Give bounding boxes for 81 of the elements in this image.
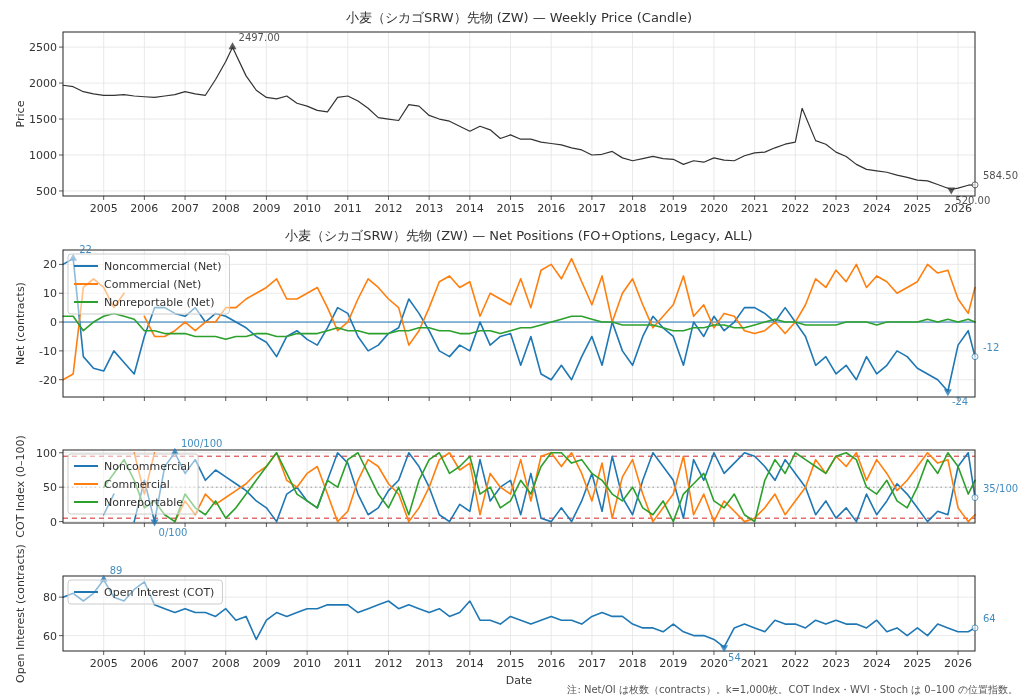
x-tick-label: 2019 <box>659 202 688 215</box>
x-tick-label: 2018 <box>618 202 647 215</box>
chart-title: 小麦（シカゴSRW）先物 (ZW) — Net Positions (FO+Options, Legacy, ALL) <box>285 228 753 243</box>
y-tick-label: 1000 <box>29 149 57 162</box>
x-tick-label: 2012 <box>374 202 403 215</box>
y-axis-title: Price <box>14 100 27 128</box>
x-tick-label: 2009 <box>252 657 281 670</box>
x-tick-label: 2008 <box>211 657 240 670</box>
y-tick-label: 50 <box>43 481 57 495</box>
y-axis-title: Net (contracts) <box>14 282 27 365</box>
annotation: 0/100 <box>158 526 188 538</box>
x-tick-label: 2019 <box>659 657 688 670</box>
annotation: -12 <box>983 341 1000 353</box>
x-tick-label: 2015 <box>496 202 525 215</box>
x-tick-label: 2024 <box>862 657 891 670</box>
annotation: 54 <box>728 652 741 664</box>
annotation: 584.50 <box>983 169 1018 181</box>
y-tick-label: 10 <box>43 287 57 301</box>
x-tick-label: 2023 <box>822 657 850 670</box>
chart-title: 小麦（シカゴSRW）先物 (ZW) — Weekly Price (Candle) <box>345 10 693 25</box>
y-axis-title: COT Index (0–100) <box>14 435 27 538</box>
x-tick-label: 2014 <box>455 657 484 670</box>
x-tick-label: 2022 <box>781 202 810 215</box>
x-tick-label: 2016 <box>537 202 566 215</box>
x-tick-label: 2026 <box>944 657 973 670</box>
x-tick-label: 2011 <box>333 657 362 670</box>
x-tick-label: 2023 <box>822 202 850 215</box>
x-tick-label: 2025 <box>903 657 932 670</box>
x-tick-label: 2008 <box>211 202 240 215</box>
annotation: 89 <box>109 564 123 576</box>
x-tick-label: 2025 <box>903 202 932 215</box>
x-tick-label: 2013 <box>415 202 444 215</box>
x-tick-label: 2022 <box>781 657 810 670</box>
x-tick-label: 2010 <box>293 202 322 215</box>
x-tick-label: 2015 <box>496 657 525 670</box>
x-tick-label: 2017 <box>577 202 606 215</box>
x-tick-label: 2012 <box>374 657 403 670</box>
x-tick-label: 2007 <box>171 202 200 215</box>
y-tick-label: 100 <box>36 446 57 460</box>
legend-label: Nonreportable <box>104 496 184 509</box>
legend-label: Noncommercial (Net) <box>104 260 222 273</box>
y-tick-label: 80 <box>43 591 57 605</box>
x-tick-label: 2016 <box>537 657 566 670</box>
y-tick-label: 0 <box>50 515 57 529</box>
annotation: 2497.00 <box>238 32 280 44</box>
x-tick-label: 2020 <box>699 202 728 215</box>
x-tick-label: 2013 <box>415 657 444 670</box>
text: 注: Net/OI は枚数（contracts）。k=1,000枚。COT Index・WVI・Stoch は 0–100 の位置指数。 <box>567 684 1018 695</box>
y-tick-label: -10 <box>39 344 57 358</box>
legend-label: Commercial (Net) <box>104 278 202 291</box>
annotation: -24 <box>951 396 969 408</box>
x-tick-label: 2014 <box>455 202 484 215</box>
y-tick-label: 2000 <box>29 77 57 91</box>
x-tick-label: 2018 <box>618 657 647 670</box>
y-tick-label: 500 <box>36 184 57 198</box>
x-tick-label: 2006 <box>130 202 159 215</box>
x-tick-label: 2017 <box>577 657 606 670</box>
x-tick-label: 2011 <box>333 202 362 215</box>
y-tick-label: -20 <box>39 373 57 387</box>
x-tick-label: 2007 <box>171 657 200 670</box>
x-tick-label: 2021 <box>740 202 769 215</box>
x-tick-label: 2024 <box>862 202 891 215</box>
x-tick-label: 2005 <box>89 657 118 670</box>
annotation: 64 <box>983 612 996 624</box>
annotation: 35/100 <box>983 482 1019 494</box>
y-tick-label: 1500 <box>29 113 57 127</box>
x-tick-label: 2010 <box>293 657 322 670</box>
x-axis-title: Date <box>505 674 533 687</box>
x-tick-label: 2006 <box>130 657 159 670</box>
legend-label: Open Interest (COT) <box>104 586 215 599</box>
x-tick-label: 2009 <box>252 202 281 215</box>
line-series <box>62 312 976 341</box>
y-tick-label: 2500 <box>29 41 57 55</box>
y-tick-label: 20 <box>43 258 57 272</box>
annotation: 100/100 <box>180 437 223 449</box>
y-tick-label: 0 <box>50 316 57 330</box>
y-axis-title: Open Interest (contracts) <box>14 544 27 683</box>
x-tick-label: 2005 <box>89 202 118 215</box>
x-tick-label: 2020 <box>699 657 728 670</box>
y-tick-label: 60 <box>43 629 57 643</box>
x-tick-label: 2021 <box>740 657 769 670</box>
